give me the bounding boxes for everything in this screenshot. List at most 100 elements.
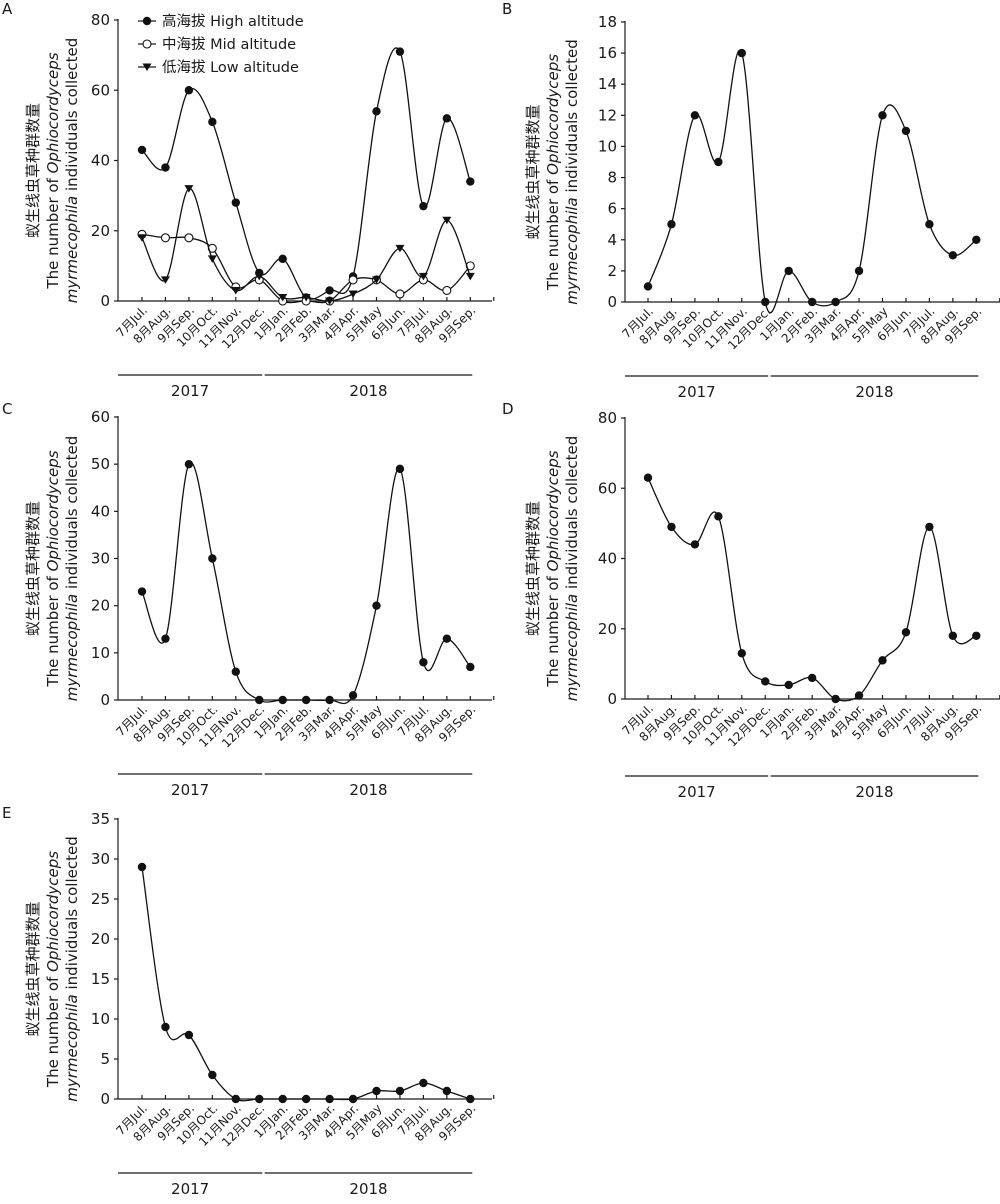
y-tick-label: 10 (91, 644, 110, 662)
y-axis-label-line1: 蚁生线虫草种群数量 (24, 501, 42, 636)
y-tick-label: 5 (100, 1050, 110, 1068)
year-label: 2018 (349, 382, 387, 400)
y-axis-label-cn: 蚁生线虫草种群数量 (24, 501, 42, 636)
y-tick-label: 20 (91, 222, 110, 240)
data-point (419, 1078, 428, 1088)
data-point (466, 662, 475, 672)
data-point (137, 587, 147, 596)
series-filled-circle (643, 473, 981, 704)
data-point (184, 86, 194, 95)
data-point (325, 297, 335, 305)
y-axis-label-species-epithet: myrmecophila (63, 594, 81, 701)
data-point (278, 695, 287, 705)
y-axis-label-en-prefix: The number of (544, 571, 562, 687)
data-point (161, 634, 170, 643)
data-point (418, 272, 428, 281)
panel-letter: A (2, 0, 13, 18)
panel-letter: D (502, 400, 514, 418)
y-tick-label: 10 (91, 1010, 110, 1028)
legend-marker (142, 63, 152, 71)
data-point (419, 201, 428, 211)
data-point (854, 691, 864, 700)
data-point (372, 601, 381, 610)
data-point (854, 266, 864, 276)
y-tick-label: 50 (91, 455, 110, 473)
y-tick-label: 8 (607, 169, 617, 187)
y-tick-label: 0 (607, 293, 617, 311)
data-point (972, 235, 981, 244)
series-filled-circle (643, 48, 981, 314)
data-point (737, 48, 746, 58)
data-point (784, 680, 793, 690)
year-label: 2017 (678, 383, 716, 401)
year-label: 2018 (349, 781, 387, 799)
y-axis-label-line2: The number of Ophiocordyceps (44, 450, 62, 687)
y-tick-label: 2 (607, 262, 617, 280)
y-axis-label-species: Ophiocordyceps (544, 450, 562, 571)
data-point (160, 233, 170, 243)
data-point (714, 157, 723, 167)
year-label: 2017 (171, 1180, 209, 1198)
y-tick-label: 16 (598, 44, 617, 62)
y-tick-label: 30 (91, 550, 110, 568)
y-axis-label-en-prefix: The number of (544, 175, 562, 291)
y-axis-label-cn: 蚁生线虫草种群数量 (524, 501, 542, 636)
data-point (442, 114, 452, 123)
y-tick-label: 80 (91, 11, 110, 29)
y-axis-label-line2: The number of Ophiocordyceps (44, 52, 62, 289)
y-tick-label: 60 (598, 479, 617, 497)
series-line (647, 477, 977, 702)
y-tick-label: 40 (91, 502, 110, 520)
series-filled-triangle-down (137, 185, 475, 305)
data-point (690, 111, 700, 120)
data-point (208, 1070, 217, 1080)
data-point (948, 251, 958, 260)
y-axis-label-en-prefix: The number of (44, 571, 62, 687)
y-axis-label-line3: myrmecophila individuals collected (563, 39, 581, 305)
series-line (141, 461, 471, 705)
data-point (184, 185, 194, 193)
series-line (141, 866, 471, 1102)
data-point (925, 522, 934, 532)
y-tick-label: 60 (91, 81, 110, 99)
series-line (647, 49, 977, 314)
data-point (161, 163, 170, 172)
y-axis-label-en-rest: individuals collected (63, 436, 81, 594)
y-tick-label: 35 (91, 810, 110, 828)
y-axis-label-line2: The number of Ophiocordyceps (544, 54, 562, 291)
y-tick-label: 40 (91, 152, 110, 170)
data-point (348, 275, 358, 285)
y-tick-label: 12 (598, 106, 617, 124)
data-point (784, 266, 793, 276)
data-point (348, 1094, 358, 1104)
y-tick-label: 15 (91, 970, 110, 988)
data-point (208, 117, 217, 127)
y-tick-label: 6 (607, 200, 617, 218)
data-point (208, 554, 217, 563)
y-tick-label: 10 (598, 137, 617, 155)
data-point (137, 862, 147, 872)
data-point (395, 464, 405, 474)
data-point (254, 272, 264, 281)
data-point (137, 145, 147, 155)
y-tick-label: 30 (91, 850, 110, 868)
y-axis-label-en-rest: individuals collected (563, 39, 581, 197)
data-point (972, 631, 981, 640)
y-axis-label-species: Ophiocordyceps (544, 54, 562, 175)
y-axis-label-line3: myrmecophila individuals collected (63, 38, 81, 304)
data-point (325, 286, 334, 295)
data-point (419, 658, 428, 667)
y-axis-label-species-epithet: myrmecophila (63, 994, 81, 1101)
y-axis-label-line1: 蚁生线虫草种群数量 (524, 104, 542, 239)
legend-label: 低海拔 Low altitude (162, 59, 299, 76)
y-axis-label-en-prefix: The number of (44, 173, 62, 289)
y-axis-label-cn: 蚁生线虫草种群数量 (24, 103, 42, 238)
y-tick-label: 4 (607, 231, 617, 249)
y-tick-label: 0 (100, 1090, 110, 1108)
data-point (466, 1094, 475, 1104)
data-point (442, 285, 452, 296)
y-axis-label-en-rest: individuals collected (63, 836, 81, 994)
y-axis-label-line2: The number of Ophiocordyceps (44, 851, 62, 1088)
